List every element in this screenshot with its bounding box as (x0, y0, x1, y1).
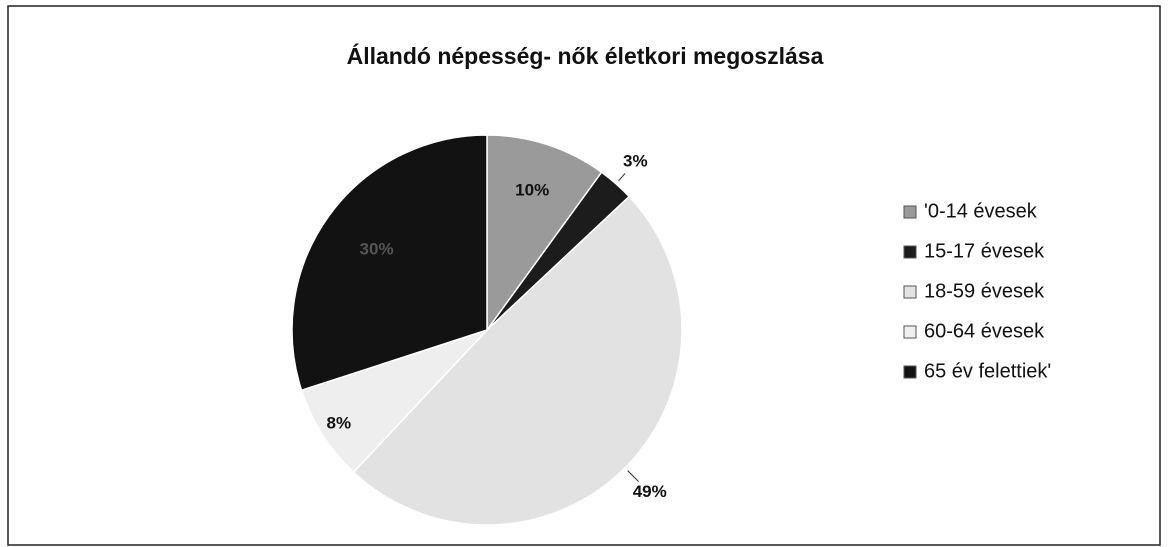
legend-label: 65 év felettiek' (924, 360, 1051, 382)
chart-title: Állandó népesség- nők életkori megoszlás… (347, 42, 824, 69)
data-label: 8% (327, 414, 352, 433)
legend-swatch (903, 245, 917, 259)
data-label: 10% (515, 180, 549, 199)
pie-slice (291, 134, 488, 392)
legend-label: 60-64 évesek (924, 320, 1045, 342)
legend-swatch (903, 325, 917, 339)
data-label: 49% (633, 482, 667, 501)
legend-swatch (903, 205, 917, 219)
data-label: 30% (360, 239, 394, 258)
pie-slice (352, 195, 683, 526)
data-label: 3% (623, 151, 648, 170)
legend-label: 15-17 évesek (924, 240, 1045, 262)
legend-swatch (903, 285, 917, 299)
legend-label: '0-14 évesek (924, 200, 1038, 222)
pie-slice (486, 134, 603, 333)
legend-label: 18-59 évesek (924, 280, 1045, 302)
leader-line (618, 173, 626, 182)
leader-line (627, 470, 640, 483)
pie-slice (300, 329, 488, 474)
legend-swatch (903, 365, 917, 379)
